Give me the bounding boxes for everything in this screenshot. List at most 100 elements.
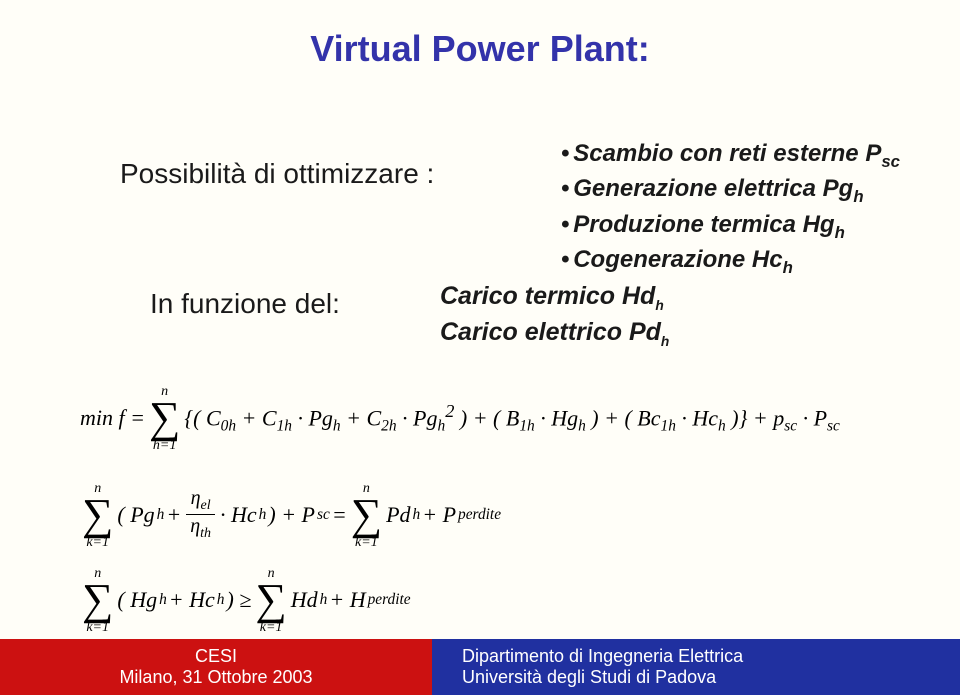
eq3-sum1-bot: k=1 (82, 620, 113, 636)
eq2-frac-den: ηth (186, 515, 215, 542)
load-1-sub: h (655, 298, 663, 313)
equation-1: min f = n ∑ h=1 {( C0h + C1h · Pgh + C2h… (80, 383, 840, 453)
eq1-t7: · Hg (535, 405, 578, 430)
eq2-t2: + (166, 502, 181, 528)
equation-3: n ∑ k=1 ( Hgh + Hch ) ≥ n ∑ k=1 Hdh + Hp… (80, 578, 840, 622)
eq1-t8: ) + ( Bc (586, 405, 661, 430)
bullet-1-text: Scambio con reti esterne P (573, 140, 881, 167)
eq1-s8: 1h (661, 417, 676, 434)
sigma-icon: ∑ (255, 575, 286, 624)
load-2-text: Carico elettrico Pd (440, 318, 661, 346)
footer-left-2: Milano, 31 Ottobre 2003 (119, 667, 312, 688)
function-label: In funzione del: (150, 288, 340, 320)
eq1-t11: · P (797, 405, 827, 430)
eq1-s3: h (333, 417, 341, 434)
sigma-icon: ∑ (82, 575, 113, 624)
load-2: Carico elettrico Pdh (440, 316, 669, 352)
eq2-sum1: n ∑ k=1 (82, 493, 113, 537)
bullet-3-sub: h (835, 223, 845, 242)
eq2-s2: h (259, 506, 267, 524)
eq2-t3: · Hc (220, 502, 257, 528)
page-title: Virtual Power Plant: (0, 28, 960, 70)
eq3-sum2-top: n (255, 566, 286, 582)
footer-left-1: CESI (195, 646, 237, 667)
eq2-sum1-top: n (82, 481, 113, 497)
eq1-sum-bot: h=1 (149, 438, 180, 454)
bullet-1: Scambio con reti esterne Psc (561, 138, 900, 173)
footer-right: Dipartimento di Ingegneria Elettrica Uni… (432, 639, 960, 695)
eq2-eta2s: th (200, 526, 211, 541)
bullet-1-sub: sc (881, 152, 900, 171)
eq3-s4: perdite (368, 591, 411, 609)
eq2-s5: perdite (458, 506, 501, 524)
eq3-t2: + Hc (169, 587, 215, 613)
eq2-s1: h (157, 506, 165, 524)
eq2-eta1s: el (201, 498, 211, 513)
load-1-text: Carico termico Hd (440, 282, 655, 310)
eq1-t10: )} + p (726, 405, 784, 430)
eq1-t6: ) + ( B (454, 405, 519, 430)
eq1-t3: · Pg (292, 405, 333, 430)
eq3-sum1-top: n (82, 566, 113, 582)
eq2-sum2-bot: k=1 (351, 535, 382, 551)
bullet-3-text: Produzione termica Hg (573, 211, 834, 238)
eq2-eta2: η (190, 515, 200, 537)
eq3-sum1: n ∑ k=1 (82, 578, 113, 622)
eq2-sum1-bot: k=1 (82, 535, 113, 551)
bullets: Scambio con reti esterne Psc Generazione… (561, 138, 900, 280)
eq2-s3: sc (317, 506, 330, 524)
sigma-icon: ∑ (149, 393, 180, 442)
eq2-sum2-top: n (351, 481, 382, 497)
eq1-s9: h (718, 417, 726, 434)
eq3-sum2: n ∑ k=1 (255, 578, 286, 622)
eq3-s2: h (217, 591, 225, 609)
equations: min f = n ∑ h=1 {( C0h + C1h · Pgh + C2h… (80, 383, 840, 622)
eq1-s7: h (578, 417, 586, 434)
optimize-label: Possibilità di ottimizzare : (120, 158, 434, 190)
eq1-body: {( C0h + C1h · Pgh + C2h · Pgh2 ) + ( B1… (184, 401, 840, 436)
eq2-t7: + P (422, 502, 456, 528)
bullet-4-text: Cogenerazione Hc (573, 246, 782, 273)
eq1-sup1: 2 (445, 401, 454, 421)
eq1-s10: sc (784, 417, 797, 434)
eq2-t6: Pd (386, 502, 410, 528)
eq2-frac-num: ηel (186, 487, 215, 515)
eq1-lhs: min f = (80, 405, 145, 431)
eq2-eta1: η (191, 487, 201, 509)
eq2-sum2: n ∑ k=1 (351, 493, 382, 537)
eq3-t1: ( Hg (117, 587, 157, 613)
footer-right-1: Dipartimento di Ingegneria Elettrica (462, 646, 960, 667)
eq2-t5: = (332, 502, 347, 528)
eq3-s1: h (159, 591, 167, 609)
bullet-3: Produzione termica Hgh (561, 209, 900, 244)
eq3-sum2-bot: k=1 (255, 620, 286, 636)
eq2-fraction: ηel ηth (186, 487, 215, 542)
bullet-2: Generazione elettrica Pgh (561, 173, 900, 208)
bullet-4-sub: h (783, 258, 793, 277)
eq2-t1: ( Pg (117, 502, 154, 528)
load-1: Carico termico Hdh (440, 280, 669, 316)
eq1-s11: sc (827, 417, 840, 434)
bullet-2-text: Generazione elettrica Pg (573, 175, 853, 202)
eq1-sum: n ∑ h=1 (149, 396, 180, 440)
footer: CESI Milano, 31 Ottobre 2003 Dipartiment… (0, 639, 960, 695)
eq1-sum-top: n (149, 384, 180, 400)
eq1-s6: 1h (519, 417, 534, 434)
eq2-t4: ) + P (268, 502, 315, 528)
eq1-s2: 1h (277, 417, 292, 434)
eq3-s3: h (320, 591, 328, 609)
eq1-t4: + C (341, 405, 382, 430)
bullet-2-sub: h (853, 187, 863, 206)
eq1-t1: {( C (184, 405, 220, 430)
load-2-sub: h (661, 334, 669, 349)
eq1-t9: · Hc (676, 405, 718, 430)
footer-right-2: Università degli Studi di Padova (462, 667, 960, 688)
loads: Carico termico Hdh Carico elettrico Pdh (440, 280, 669, 351)
footer-left: CESI Milano, 31 Ottobre 2003 (0, 639, 432, 695)
equation-2: n ∑ k=1 ( Pgh + ηel ηth · Hch ) + Psc = … (80, 487, 840, 542)
sigma-icon: ∑ (82, 490, 113, 539)
eq3-t3: ) ≥ (227, 587, 252, 613)
eq3-t4: Hd (291, 587, 318, 613)
eq1-t2: + C (236, 405, 277, 430)
eq2-s4: h (413, 506, 421, 524)
